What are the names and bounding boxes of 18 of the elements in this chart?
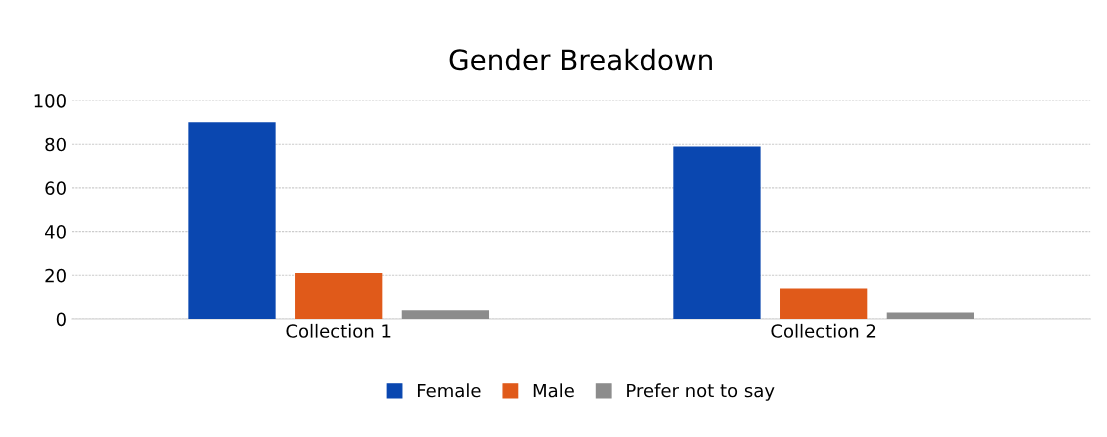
legend-label: Female (417, 383, 481, 398)
bar (673, 146, 761, 320)
legend-label: Male (533, 383, 574, 398)
y-tick-label: 40 (45, 225, 66, 239)
x-tick-label: Collection 2 (771, 323, 876, 338)
y-tick-label: 100 (34, 93, 66, 108)
x-tick-label: Collection 1 (286, 323, 391, 338)
bar (401, 310, 490, 320)
y-tick-label: 20 (45, 268, 66, 283)
bar (188, 122, 276, 320)
legend-label: Prefer not to say (627, 383, 775, 401)
bar (886, 312, 974, 320)
y-tick-label: 80 (45, 137, 66, 152)
bar (780, 288, 868, 320)
bar (295, 273, 383, 320)
chart-title: Gender Breakdown (449, 48, 712, 71)
y-tick-label: 60 (45, 181, 66, 196)
y-tick-label: 0 (56, 312, 66, 327)
